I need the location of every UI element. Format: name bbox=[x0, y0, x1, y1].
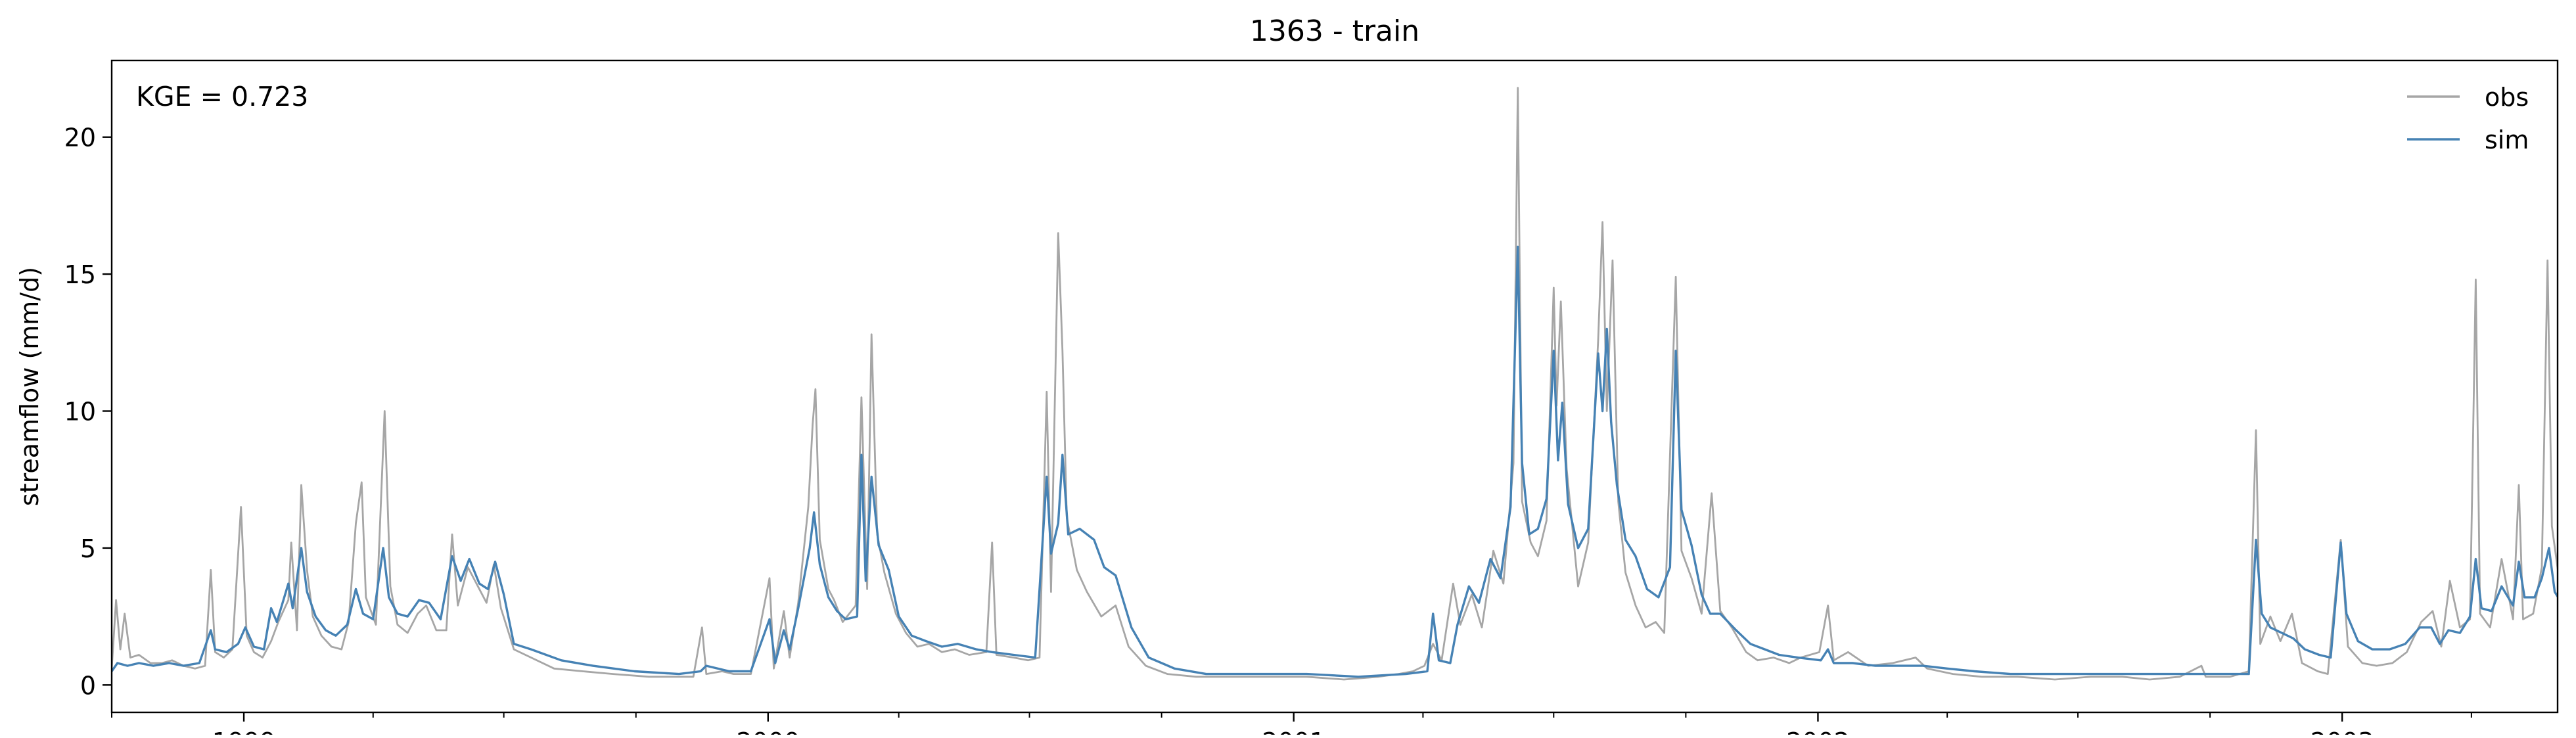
legend-label-sim: sim bbox=[2485, 126, 2529, 154]
legend: obs sim bbox=[2407, 83, 2529, 154]
legend-label-obs: obs bbox=[2485, 83, 2529, 112]
series-line-sim bbox=[112, 245, 2558, 678]
axes-frame bbox=[110, 59, 2559, 714]
series-layer bbox=[112, 87, 2558, 681]
chart-title: 1363 - train bbox=[1250, 14, 1419, 48]
x-tick-label: 2000 bbox=[736, 727, 800, 735]
x-tick-label: 2003 bbox=[2311, 727, 2374, 735]
y-axis: 0 5 10 15 20 bbox=[64, 124, 112, 700]
y-axis-label: streamflow (mm/d) bbox=[15, 267, 44, 506]
y-tick-label: 20 bbox=[64, 124, 96, 152]
y-tick-label: 10 bbox=[64, 398, 96, 427]
y-tick-label: 15 bbox=[64, 260, 96, 289]
y-tick-label: 0 bbox=[80, 671, 96, 700]
x-tick-label: 2002 bbox=[1786, 727, 1850, 735]
x-tick-label: 1999 bbox=[212, 727, 276, 735]
series-line-obs bbox=[112, 87, 2558, 681]
x-axis: 1999 2000 2001 2002 2003 bbox=[111, 712, 2472, 738]
kge-annotation: KGE = 0.723 bbox=[136, 81, 308, 112]
y-tick-label: 5 bbox=[80, 534, 96, 563]
x-tick-label: 2001 bbox=[1262, 727, 1325, 735]
